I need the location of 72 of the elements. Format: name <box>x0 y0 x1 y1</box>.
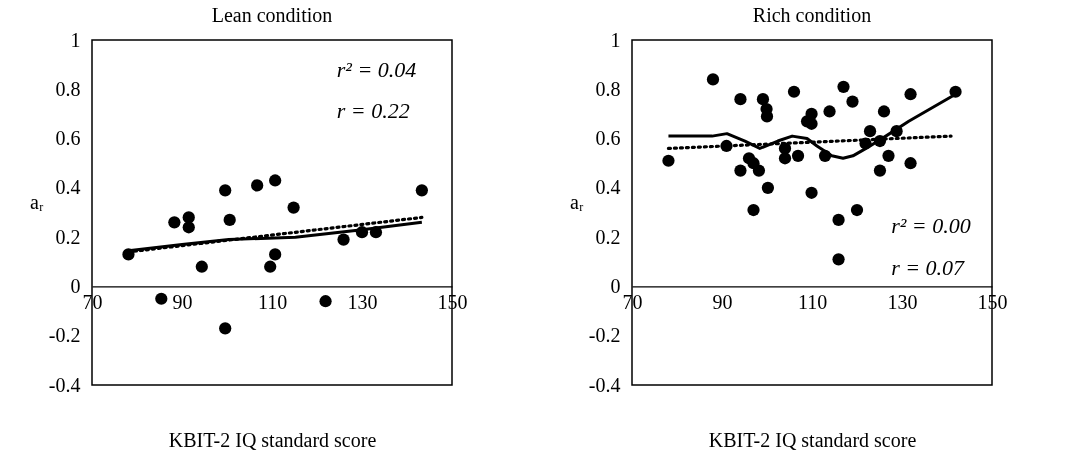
point <box>846 95 859 108</box>
y-axis-title: aᵣ <box>570 191 584 213</box>
point <box>904 88 917 101</box>
point <box>319 295 332 308</box>
point <box>778 152 792 165</box>
point <box>761 181 775 194</box>
x-tick-label: 130 <box>887 290 918 313</box>
chart-title: Rich condition <box>752 4 872 26</box>
y-tick-label: 0.8 <box>55 77 81 100</box>
x-tick-label: 110 <box>257 290 288 313</box>
annotation: r² = 0.04 <box>336 56 417 82</box>
point <box>662 154 675 167</box>
y-tick-label: -0.4 <box>588 373 621 396</box>
point <box>747 203 760 217</box>
point <box>195 260 208 273</box>
point <box>832 253 845 266</box>
y-tick-label: 0.6 <box>55 127 81 150</box>
annotation: r = 0.07 <box>891 254 966 280</box>
y-axis-title: aᵣ <box>30 191 44 213</box>
point <box>787 85 801 98</box>
point <box>904 157 917 170</box>
point <box>251 179 264 192</box>
y-tick-label: -0.4 <box>48 373 81 396</box>
point <box>182 221 195 234</box>
point <box>223 213 236 226</box>
point <box>269 174 282 187</box>
point <box>877 105 891 118</box>
point <box>287 201 300 214</box>
point <box>734 93 747 106</box>
point <box>882 149 895 162</box>
point <box>873 164 887 177</box>
point <box>837 80 850 93</box>
point <box>734 164 747 177</box>
point <box>219 184 232 197</box>
annotation: r² = 0.00 <box>891 213 971 239</box>
point <box>791 149 805 162</box>
y-tick-label: 0.6 <box>595 127 621 150</box>
y-tick-label: 0 <box>70 274 81 297</box>
point <box>760 110 774 123</box>
point <box>832 213 845 226</box>
y-tick-label: 0.2 <box>55 225 81 248</box>
y-tick-label: 0.4 <box>595 176 621 199</box>
annotation: r = 0.22 <box>336 98 410 124</box>
point <box>706 73 720 86</box>
chart-title: Lean condition <box>211 4 333 26</box>
x-tick-label: 110 <box>797 290 828 313</box>
point <box>168 216 181 229</box>
y-tick-label: 0 <box>610 274 621 297</box>
y-tick-label: -0.2 <box>588 324 621 347</box>
point <box>264 260 277 273</box>
y-tick-label: 0.2 <box>595 225 621 248</box>
point <box>219 322 232 335</box>
y-tick-label: 0.4 <box>55 176 81 199</box>
point <box>823 105 836 118</box>
y-tick-label: 1 <box>610 28 621 51</box>
x-tick-label: 90 <box>712 290 733 313</box>
point <box>415 184 428 197</box>
x-tick-label: 90 <box>172 290 193 313</box>
point <box>850 203 864 217</box>
y-tick-label: 0.8 <box>595 77 621 100</box>
point <box>752 164 766 177</box>
x-axis-title: KBIT-2 IQ standard score <box>708 428 917 451</box>
point <box>756 93 770 106</box>
point <box>155 292 168 305</box>
x-tick-label: 130 <box>347 290 378 313</box>
x-axis-title: KBIT-2 IQ standard score <box>168 428 377 451</box>
point <box>337 233 350 246</box>
point <box>269 248 282 261</box>
point <box>863 125 877 138</box>
y-tick-label: -0.2 <box>48 324 81 347</box>
y-tick-label: 1 <box>70 28 81 51</box>
point <box>805 186 818 199</box>
